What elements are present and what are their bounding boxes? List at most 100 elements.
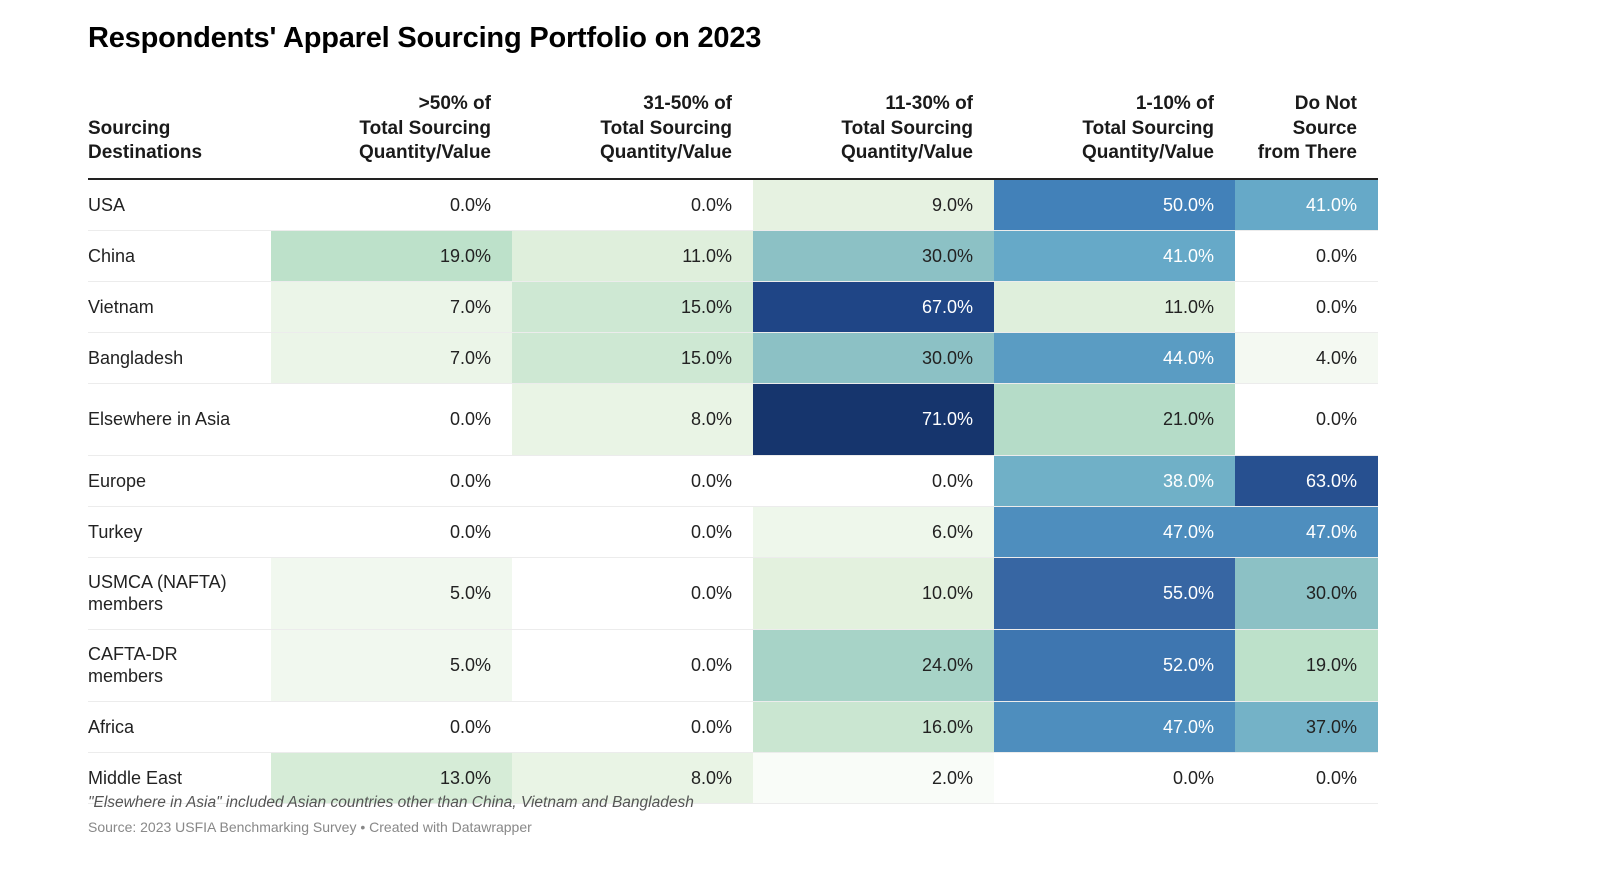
column-header-line: Total Sourcing	[841, 117, 973, 139]
column-header-line: 31-50% of	[643, 93, 732, 114]
table-cell: 16.0%	[753, 701, 994, 753]
column-header-line: Total Sourcing	[1082, 117, 1214, 139]
table-body: USA 0.0% 0.0% 9.0% 50.0% 41.0% China 19.0% 11.0%…	[88, 178, 1378, 804]
table-cell: 7.0%	[271, 281, 512, 333]
column-header-line: Quantity/Value	[1082, 142, 1214, 163]
column-header-line: 1-10% of	[1135, 93, 1214, 114]
table-cell: 11.0%	[994, 281, 1235, 333]
column-header-line: Quantity/Value	[841, 142, 973, 163]
table-cell: 0.0%	[512, 506, 753, 558]
chart-source: Source: 2023 USFIA Benchmarking Survey •…	[88, 819, 532, 835]
column-header-do-not-source: Do Not Source from There	[1235, 92, 1378, 180]
table-cell: 50.0%	[994, 178, 1235, 231]
column-header-line: Total Sourcing	[600, 117, 732, 139]
table-cell: 0.0%	[1235, 383, 1378, 456]
table-cell: 41.0%	[994, 230, 1235, 282]
table-row: CAFTA-DR members 5.0% 0.0% 24.0% 52.0% 19.0%	[88, 629, 1378, 702]
table-cell: 30.0%	[753, 332, 994, 384]
table-cell: 71.0%	[753, 383, 994, 456]
table-cell: 5.0%	[271, 629, 512, 702]
table-row: Europe 0.0% 0.0% 0.0% 38.0% 63.0%	[88, 455, 1378, 507]
table-cell: 8.0%	[512, 752, 753, 804]
table-cell: 6.0%	[753, 506, 994, 558]
table-cell: 15.0%	[512, 281, 753, 333]
table-cell: 24.0%	[753, 629, 994, 702]
table-cell: 0.0%	[512, 701, 753, 753]
table-row: Elsewhere in Asia 0.0% 8.0% 71.0% 21.0% 0.0%	[88, 383, 1378, 456]
table-cell: 2.0%	[753, 752, 994, 804]
table-cell: 0.0%	[512, 629, 753, 702]
column-header-line: Sourcing	[88, 117, 171, 139]
table-cell: 19.0%	[271, 230, 512, 282]
table-cell: 0.0%	[512, 178, 753, 231]
table-row: Turkey 0.0% 0.0% 6.0% 47.0% 47.0%	[88, 506, 1378, 558]
table-cell: 19.0%	[1235, 629, 1378, 702]
header-row: Sourcing Destinations >50% of Total Sour…	[88, 92, 1378, 180]
table-cell: 0.0%	[1235, 752, 1378, 804]
table-cell: 47.0%	[994, 701, 1235, 753]
table-row: USMCA (NAFTA) members 5.0% 0.0% 10.0% 55.0% 3…	[88, 557, 1378, 630]
column-header-11-30: 11-30% of Total Sourcing Quantity/Value	[753, 92, 994, 180]
table-cell: 52.0%	[994, 629, 1235, 702]
table-cell: 4.0%	[1235, 332, 1378, 384]
table-row: Africa 0.0% 0.0% 16.0% 47.0% 37.0%	[88, 701, 1378, 753]
column-header-line: from There	[1257, 142, 1357, 163]
table-cell: 37.0%	[1235, 701, 1378, 753]
column-header-line: Do Not	[1294, 93, 1357, 114]
column-header-line: >50% of	[418, 93, 491, 114]
table-cell: 30.0%	[753, 230, 994, 282]
table-cell: 30.0%	[1235, 557, 1378, 630]
table-cell: 67.0%	[753, 281, 994, 333]
table-row: Middle East 13.0% 8.0% 2.0% 0.0% 0.0%	[88, 752, 1378, 804]
column-header-line: Destinations	[88, 142, 203, 163]
chart-title: Respondents' Apparel Sourcing Portfolio …	[88, 22, 762, 54]
table-cell: 63.0%	[1235, 455, 1378, 507]
row-label: USMCA (NAFTA) members	[88, 557, 271, 630]
column-header-over-50: >50% of Total Sourcing Quantity/Value	[271, 92, 512, 180]
row-label: China	[88, 230, 271, 282]
table-cell: 55.0%	[994, 557, 1235, 630]
table-cell: 15.0%	[512, 332, 753, 384]
column-header-31-50: 31-50% of Total Sourcing Quantity/Value	[512, 92, 753, 180]
row-label: Europe	[88, 455, 271, 507]
table-cell: 0.0%	[1235, 281, 1378, 333]
table-cell: 44.0%	[994, 332, 1235, 384]
row-label: USA	[88, 178, 271, 231]
table-cell: 7.0%	[271, 332, 512, 384]
table-cell: 47.0%	[1235, 506, 1378, 558]
table-cell: 0.0%	[271, 455, 512, 507]
table-cell: 11.0%	[512, 230, 753, 282]
table-cell: 0.0%	[753, 455, 994, 507]
table-cell: 5.0%	[271, 557, 512, 630]
table-cell: 0.0%	[271, 178, 512, 231]
table-cell: 9.0%	[753, 178, 994, 231]
row-label: Middle East	[88, 752, 271, 804]
column-header-line: Total Sourcing	[359, 117, 491, 139]
row-label: Vietnam	[88, 281, 271, 333]
table-cell: 0.0%	[1235, 230, 1378, 282]
table-cell: 41.0%	[1235, 178, 1378, 231]
table-cell: 0.0%	[512, 557, 753, 630]
table-cell: 0.0%	[512, 455, 753, 507]
column-header-destinations: Sourcing Destinations	[88, 92, 271, 180]
row-label: CAFTA-DR members	[88, 629, 271, 702]
table-cell: 13.0%	[271, 752, 512, 804]
row-label: Turkey	[88, 506, 271, 558]
column-header-line: Source	[1292, 117, 1357, 139]
row-label: Bangladesh	[88, 332, 271, 384]
table-row: USA 0.0% 0.0% 9.0% 50.0% 41.0%	[88, 178, 1378, 231]
column-header-line: 11-30% of	[885, 93, 973, 114]
table-cell: 8.0%	[512, 383, 753, 456]
table-cell: 0.0%	[994, 752, 1235, 804]
column-header-line: Quantity/Value	[600, 142, 732, 163]
row-label: Elsewhere in Asia	[88, 383, 271, 456]
table-cell: 21.0%	[994, 383, 1235, 456]
column-header-line: Quantity/Value	[359, 142, 491, 163]
row-label: Africa	[88, 701, 271, 753]
table-cell: 0.0%	[271, 506, 512, 558]
table-row: Vietnam 7.0% 15.0% 67.0% 11.0% 0.0%	[88, 281, 1378, 333]
table-cell: 47.0%	[994, 506, 1235, 558]
chart-note: "Elsewhere in Asia" included Asian count…	[88, 794, 694, 811]
table-cell: 10.0%	[753, 557, 994, 630]
table-row: Bangladesh 7.0% 15.0% 30.0% 44.0% 4.0%	[88, 332, 1378, 384]
